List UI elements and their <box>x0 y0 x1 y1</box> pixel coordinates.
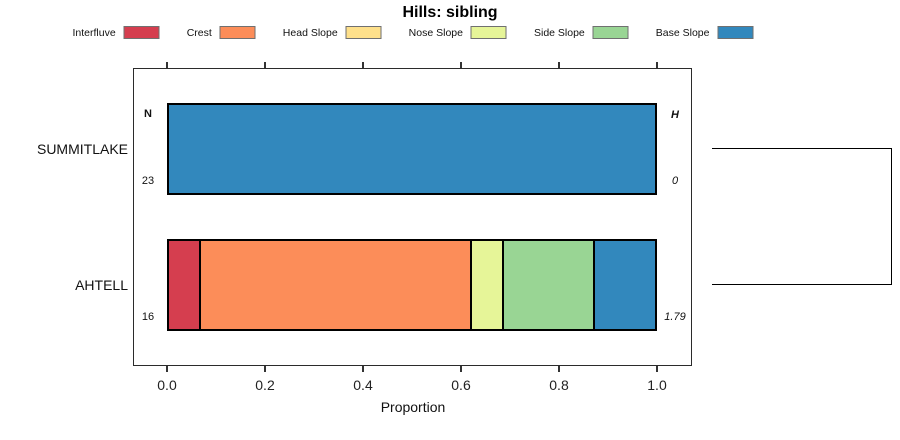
legend-label: Side Slope <box>533 26 585 39</box>
x-axis-tick-label: 0.0 <box>157 377 177 393</box>
legend-item-nose-slope: Nose Slope <box>409 26 507 39</box>
legend-label: Head Slope <box>282 26 338 39</box>
legend-label: Crest <box>186 26 212 39</box>
legend-label: Base Slope <box>655 26 710 39</box>
legend-swatch-head-slope <box>345 26 382 39</box>
bar-segment-interfluve <box>169 241 199 329</box>
stacked-bar-ahtell <box>167 239 657 331</box>
x-axis-tick-bottom <box>460 366 462 372</box>
x-axis-tick-bottom <box>362 366 364 372</box>
legend-item-base-slope: Base Slope <box>656 26 754 39</box>
x-axis-tick-top <box>558 62 560 68</box>
x-axis-tick-bottom <box>166 366 168 372</box>
bar-segment-crest <box>198 241 470 329</box>
x-axis-tick-label: 0.8 <box>549 377 569 393</box>
x-axis-tick-top <box>362 62 364 68</box>
x-axis-tick-bottom <box>656 366 658 372</box>
x-axis-tick-label: 0.2 <box>255 377 275 393</box>
n-column-header: N <box>144 108 152 120</box>
legend-swatch-base-slope <box>717 26 754 39</box>
legend-item-head-slope: Head Slope <box>283 26 382 39</box>
legend-swatch-crest <box>219 26 256 39</box>
legend-swatch-side-slope <box>592 26 629 39</box>
h-value-ahtell: 1.79 <box>664 311 686 323</box>
dendrogram-sibling-bracket <box>712 148 892 285</box>
x-axis-tick-top <box>264 62 266 68</box>
x-axis-tick-label: 1.0 <box>647 377 667 393</box>
chart-title: Hills: sibling <box>402 4 498 21</box>
x-axis-tick-top <box>656 62 658 68</box>
plot-area-border <box>133 68 692 366</box>
x-axis-tick-bottom <box>264 366 266 372</box>
stacked-bar-summitlake <box>167 103 657 195</box>
n-value-summitlake: 23 <box>141 175 155 187</box>
y-axis-label-summitlake: SUMMITLAKE <box>36 141 128 157</box>
legend-swatch-interfluve <box>123 26 160 39</box>
x-axis-tick-label: 0.6 <box>451 377 471 393</box>
bar-segment-base-slope <box>593 241 655 329</box>
bar-segment-nose-slope <box>469 241 502 329</box>
x-axis-tick-top <box>166 62 168 68</box>
x-axis-tick-label: 0.4 <box>353 377 373 393</box>
legend-item-interfluve: Interfluve <box>73 26 160 39</box>
y-axis-label-ahtell: AHTELL <box>75 277 128 293</box>
legend-item-crest: Crest <box>187 26 256 39</box>
x-axis-tick-top <box>460 62 462 68</box>
n-value-ahtell: 16 <box>141 311 155 323</box>
legend-label: Interfluve <box>72 26 116 39</box>
legend-swatch-nose-slope <box>470 26 507 39</box>
legend: Interfluve Crest Head Slope Nose Slope Side … <box>73 26 754 39</box>
h-value-summitlake: 0 <box>671 175 679 187</box>
x-axis-label: Proportion <box>380 399 446 415</box>
legend-label: Nose Slope <box>408 26 463 39</box>
h-column-header: H <box>671 109 679 121</box>
bar-segment-side-slope <box>501 241 594 329</box>
legend-item-side-slope: Side Slope <box>534 26 629 39</box>
bar-segment-base-slope <box>169 105 655 193</box>
x-axis-tick-bottom <box>558 366 560 372</box>
